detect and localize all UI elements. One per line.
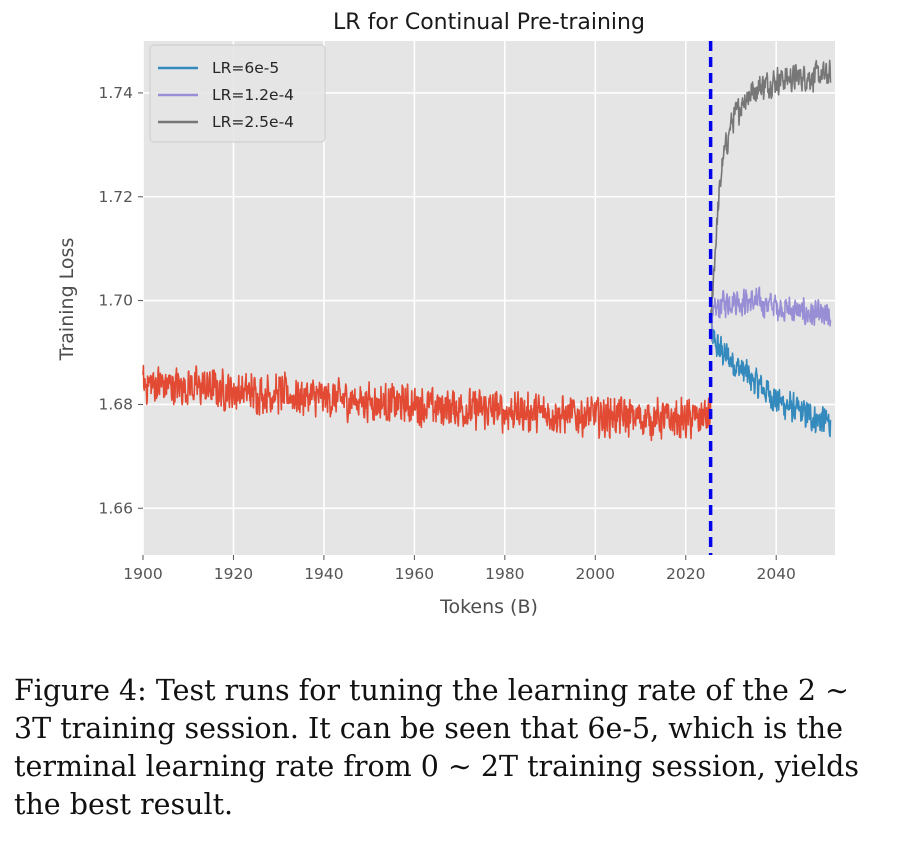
y-tick-label: 1.68 bbox=[98, 395, 133, 413]
x-tick-label: 2000 bbox=[576, 565, 615, 583]
series-lines bbox=[142, 59, 832, 442]
series-line bbox=[709, 323, 832, 438]
x-tick-label: 2020 bbox=[666, 565, 705, 583]
series-line bbox=[709, 286, 832, 342]
legend-label: LR=1.2e-4 bbox=[212, 86, 294, 104]
x-tick-label: 1980 bbox=[485, 565, 524, 583]
x-tick-label: 1940 bbox=[304, 565, 343, 583]
chart-title: LR for Continual Pre-training bbox=[333, 10, 645, 35]
x-axis-label: Tokens (B) bbox=[439, 596, 538, 618]
y-axis-label: Training Loss bbox=[56, 238, 78, 362]
y-tick-label: 1.66 bbox=[98, 499, 133, 517]
series-line bbox=[142, 364, 712, 442]
legend-box bbox=[149, 44, 326, 143]
y-tick-label: 1.74 bbox=[98, 84, 133, 102]
legend-label: LR=6e-5 bbox=[212, 59, 279, 77]
figure-caption: Figure 4: Test runs for tuning the learn… bbox=[14, 674, 859, 821]
chart-figure: 1900 1920 1940 1960 1980 2000 2020 2040 1.66 1.68… bbox=[56, 10, 835, 618]
series-line bbox=[709, 59, 832, 324]
x-tick-label: 2040 bbox=[756, 565, 795, 583]
x-tick-label: 1920 bbox=[214, 565, 253, 583]
y-tick-label: 1.70 bbox=[98, 292, 133, 310]
line-chart: 1900 1920 1940 1960 1980 2000 2020 2040 1.66 1.68… bbox=[56, 10, 835, 618]
x-tick-label: 1900 bbox=[123, 565, 162, 583]
axis-ticks: 1900 1920 1940 1960 1980 2000 2020 2040 1.66 1.68… bbox=[98, 84, 795, 583]
legend: LR=6e-5 LR=1.2e-4 LR=2.5e-4 bbox=[149, 44, 326, 143]
legend-label: LR=2.5e-4 bbox=[212, 113, 294, 131]
x-tick-label: 1960 bbox=[395, 565, 434, 583]
y-tick-label: 1.72 bbox=[98, 188, 133, 206]
